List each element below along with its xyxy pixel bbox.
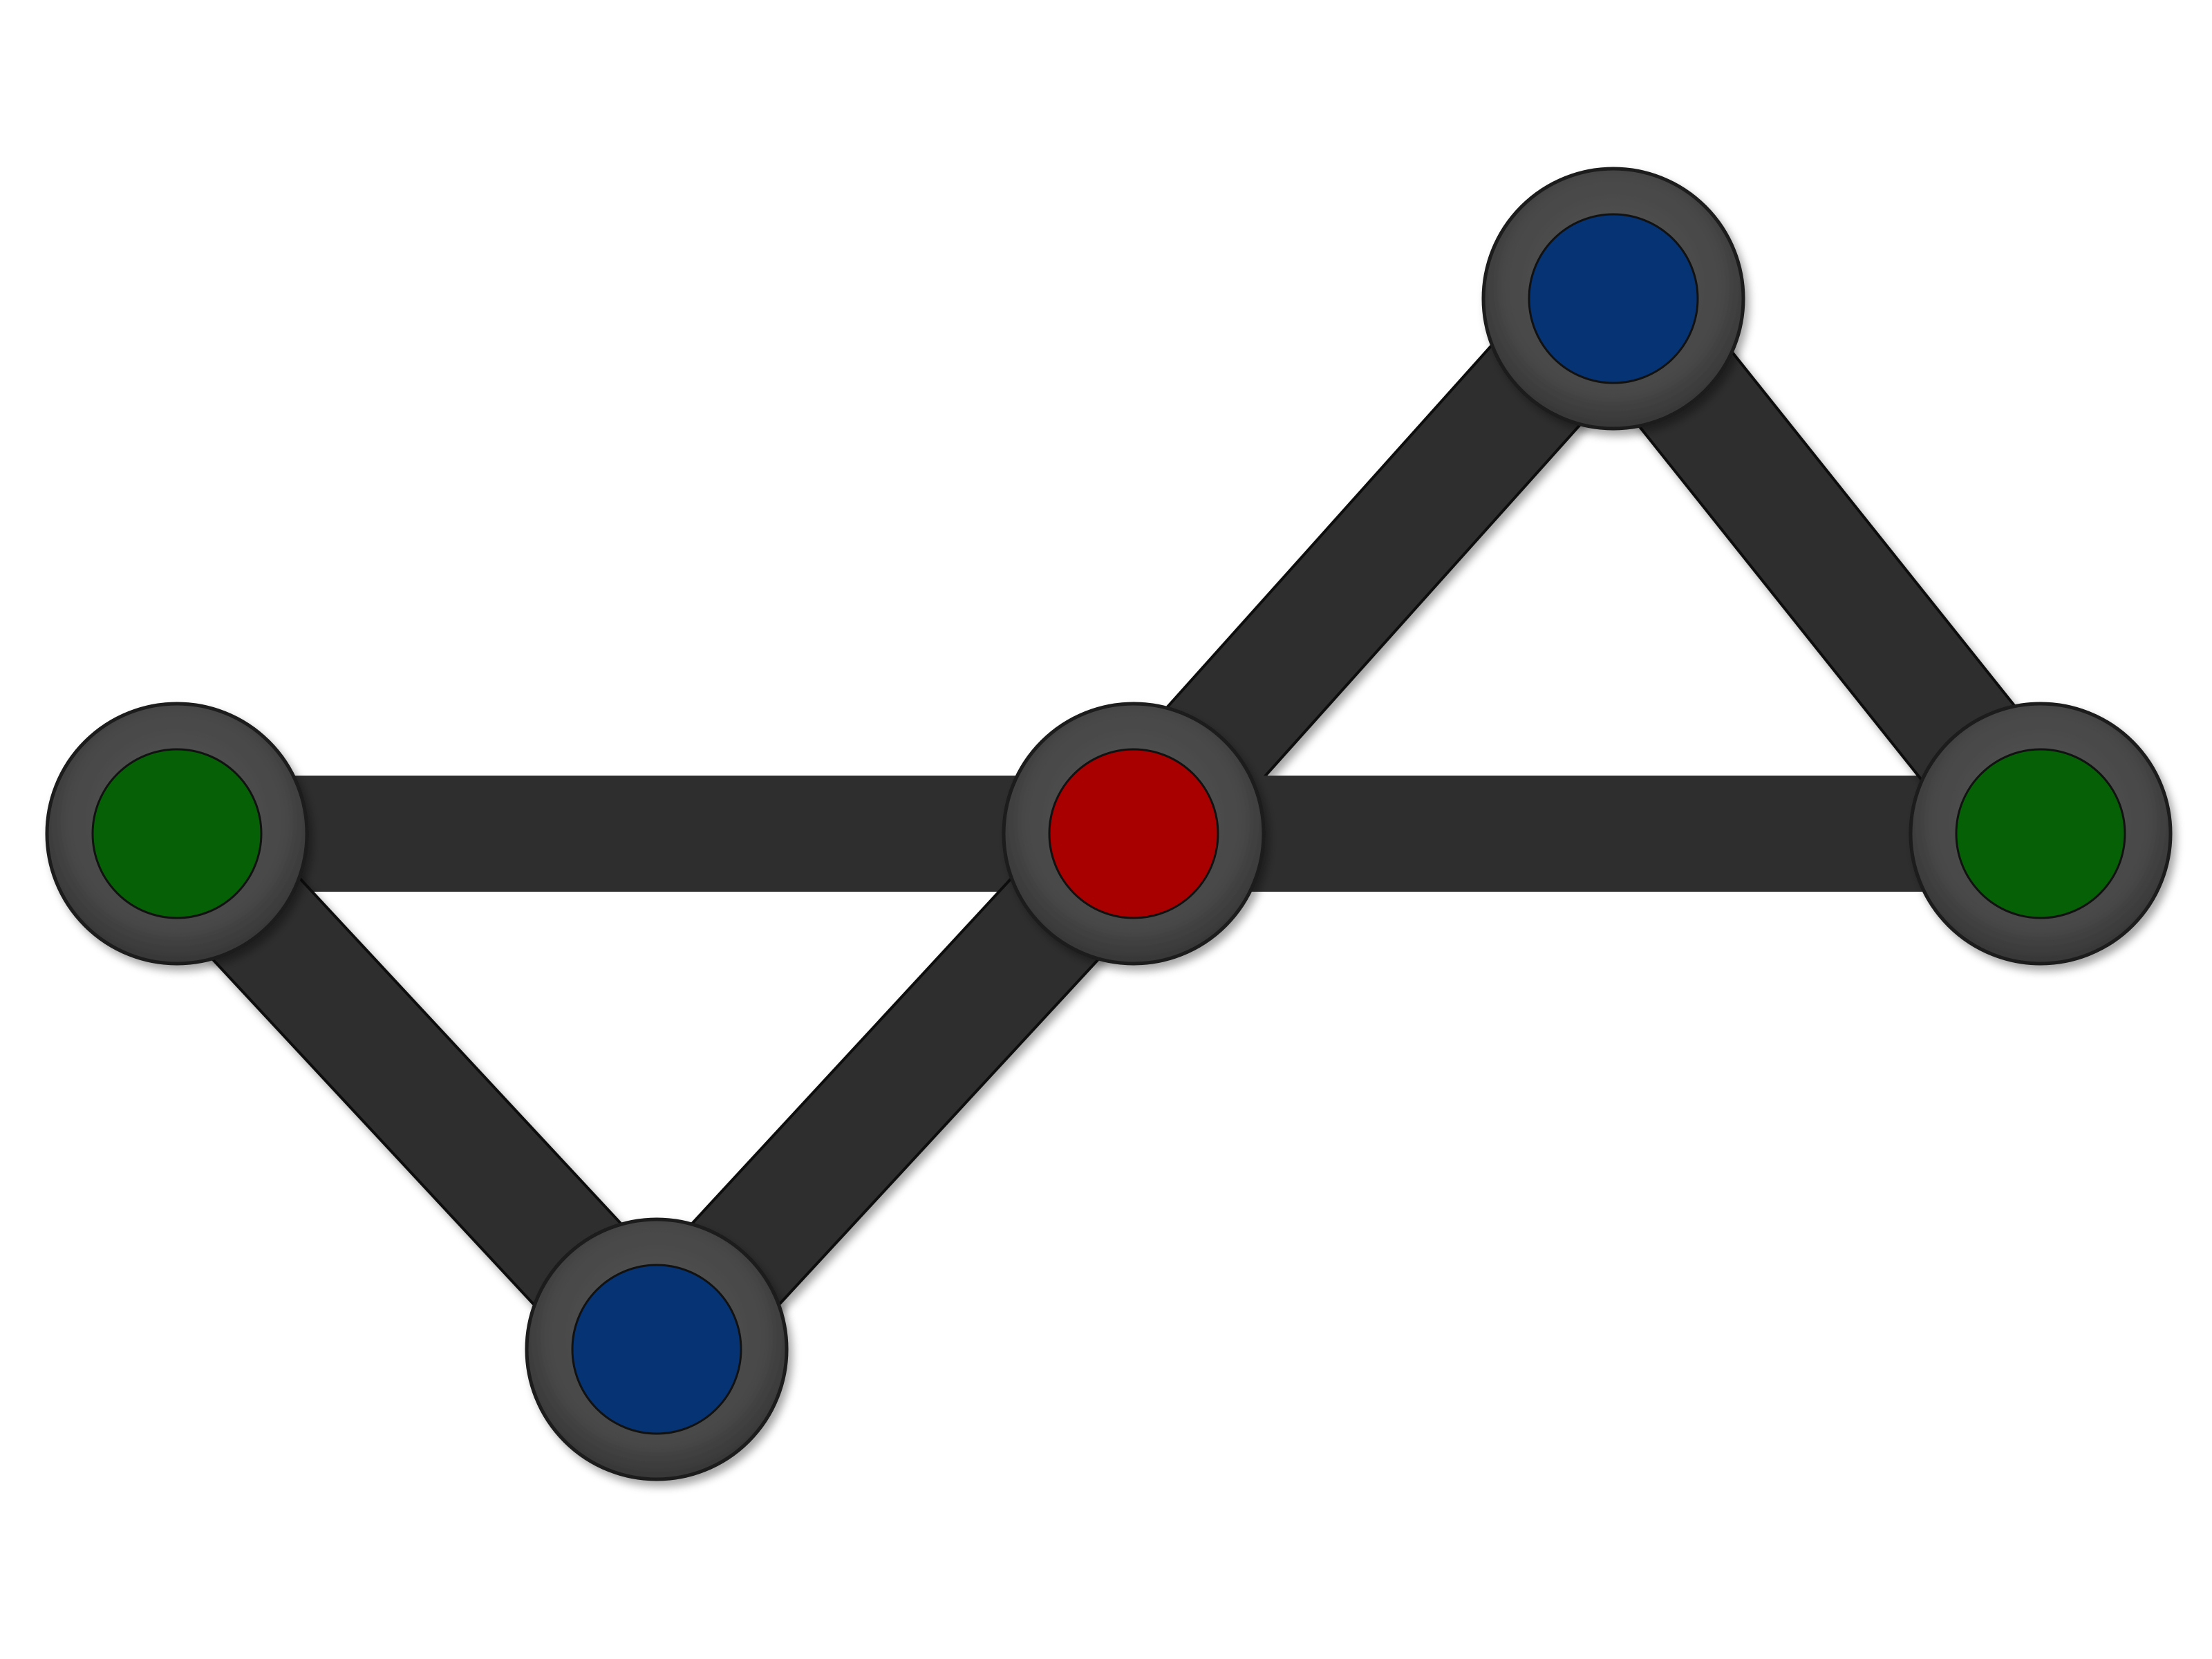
node-core-blue	[571, 1264, 742, 1435]
node-blue-top	[1481, 167, 1745, 431]
nodes-layer	[45, 167, 2173, 1481]
node-core-blue	[1528, 213, 1699, 384]
node-blue-bottom	[525, 1217, 789, 1481]
node-green-left	[45, 702, 309, 966]
node-core-green	[91, 748, 263, 919]
node-red-center	[1002, 702, 1266, 966]
node-core-green	[1955, 748, 2126, 919]
node-green-right	[1909, 702, 2173, 966]
node-core-red	[1048, 748, 1219, 919]
